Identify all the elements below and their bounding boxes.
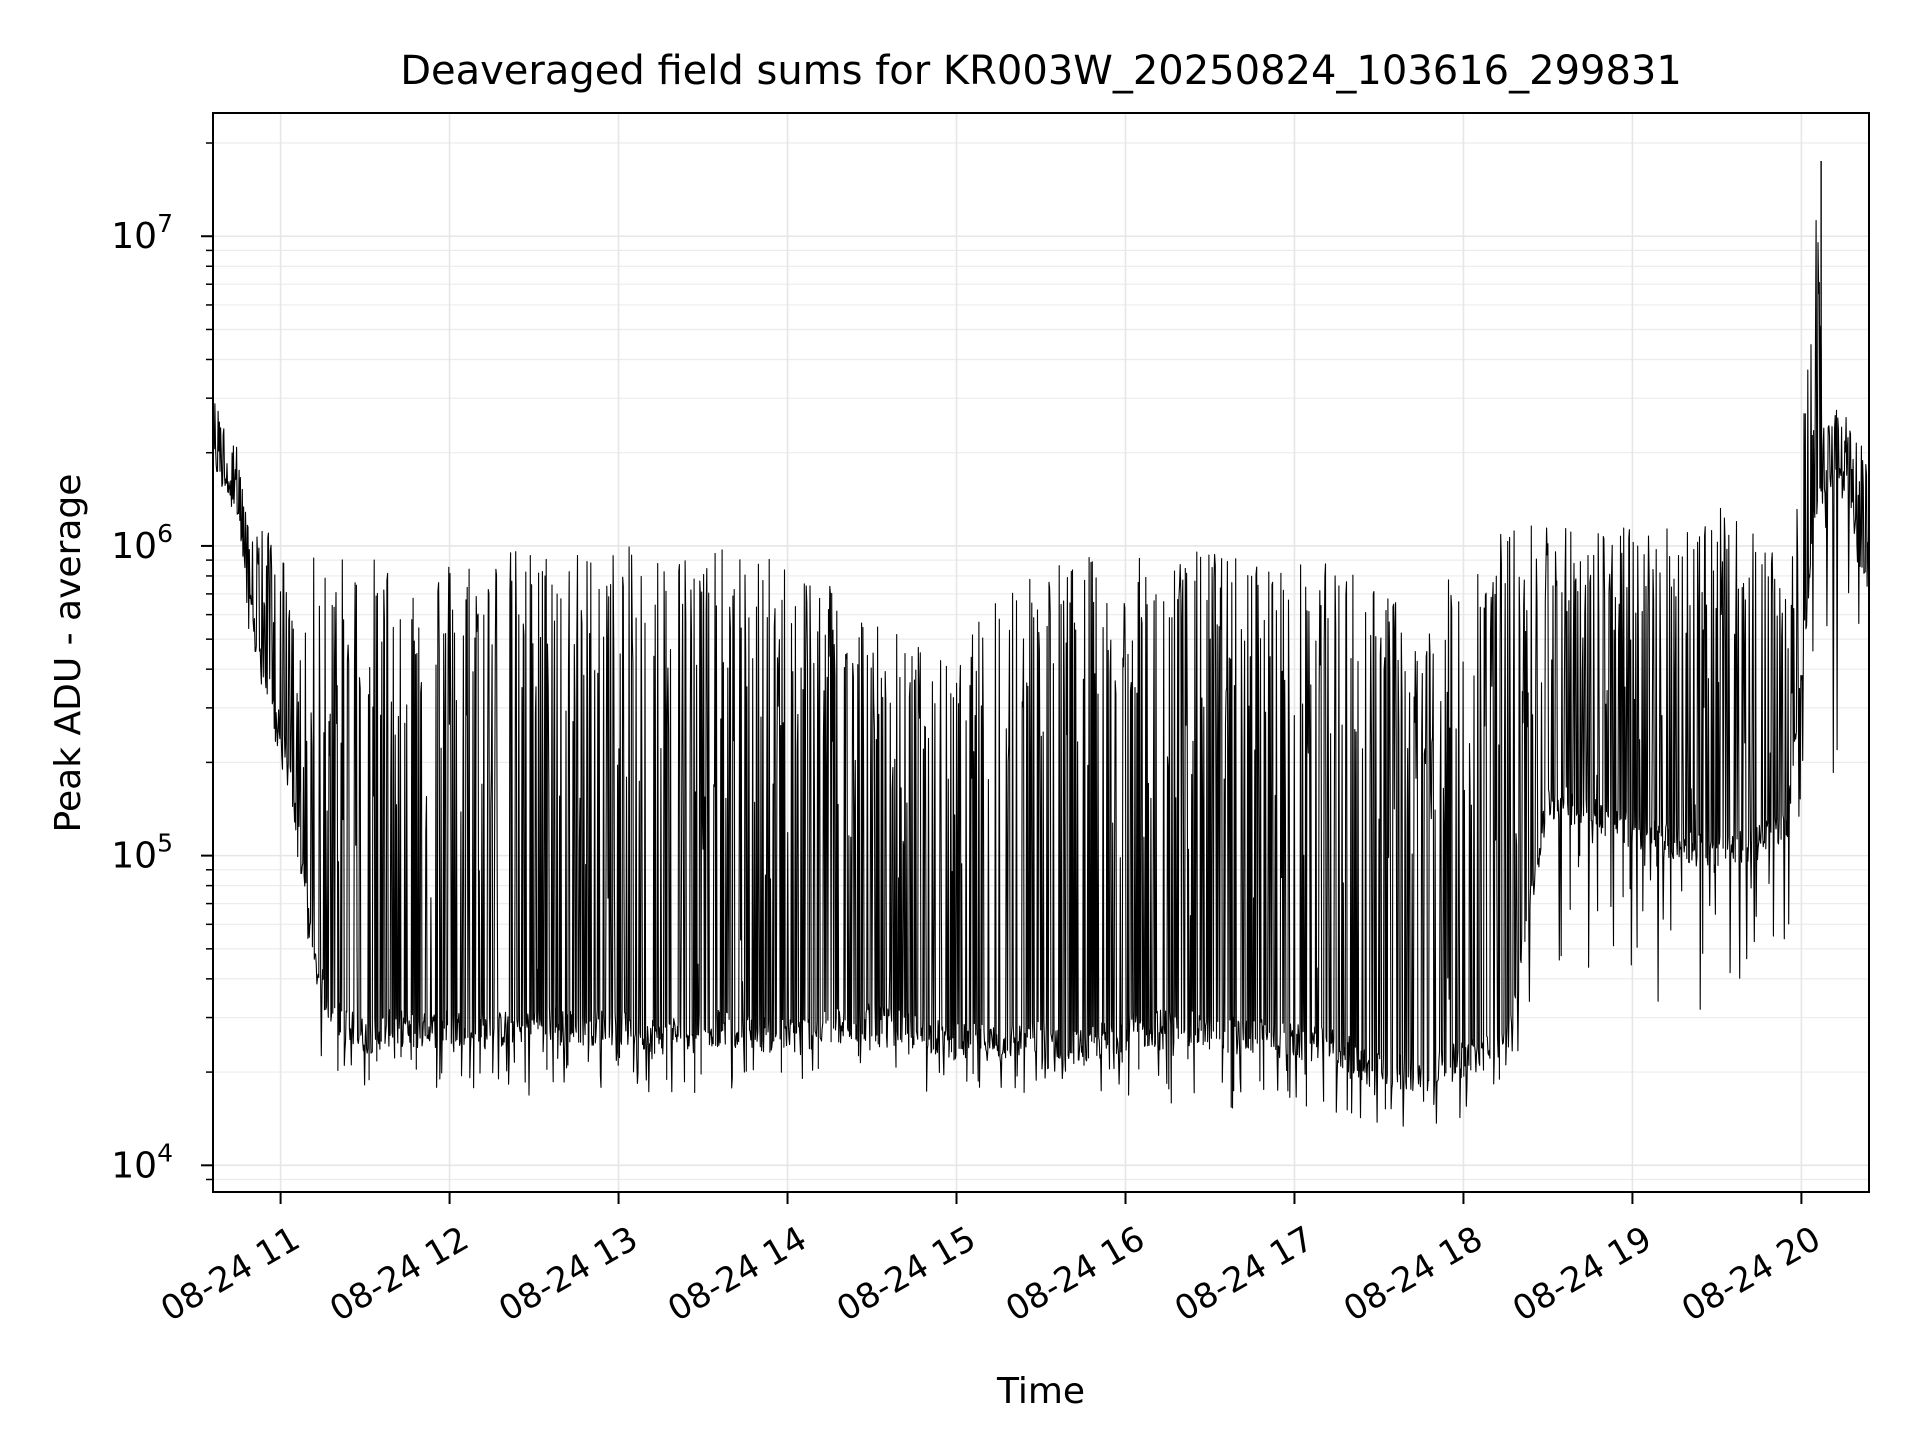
y-axis: 104 105 106 107 [111,142,213,1186]
y-tick-label: 106 [111,519,173,567]
y-tick-label: 107 [111,209,173,257]
y-tick-label: 105 [111,829,173,877]
x-axis-label: Time [996,1371,1085,1412]
plot-frame [212,112,1870,1193]
y-tick-label: 104 [111,1138,173,1186]
series-line [213,219,1869,1127]
y-axis-label: Peak ADU - average [48,474,89,833]
chart-title: Deaveraged field sums for KR003W_2025082… [400,48,1682,94]
plot-area [213,160,1869,1127]
